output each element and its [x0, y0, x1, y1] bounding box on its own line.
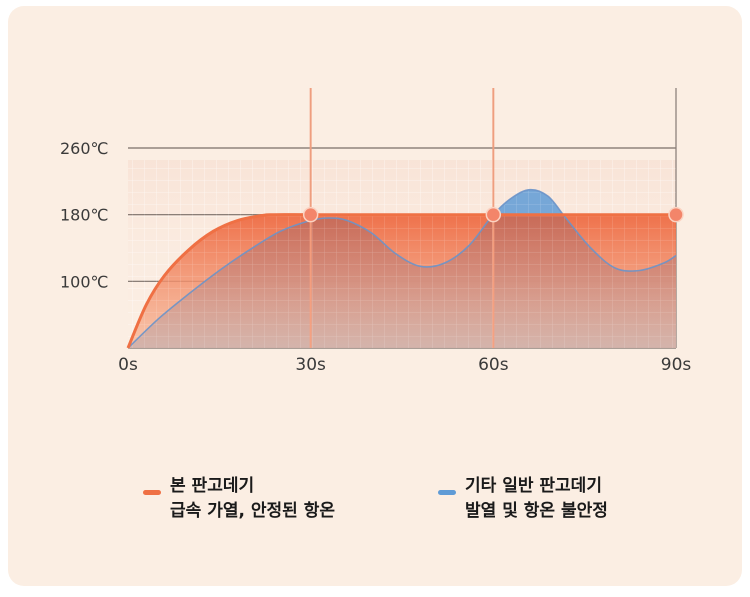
legend-secondary-title: 기타 일반 판고데기	[465, 476, 602, 496]
x-tick-label-60: 60s	[478, 355, 509, 375]
texture-overlay	[128, 160, 676, 348]
legend-primary-desc: 급속 가열, 안정된 항온	[170, 501, 335, 521]
legend-primary-title: 본 판고데기	[170, 476, 255, 496]
series-areas	[128, 160, 676, 348]
line-primary	[126, 213, 676, 349]
marker-90s	[668, 206, 684, 223]
line-secondary	[127, 188, 677, 349]
legend-item-secondary: 기타 일반 판고데기 발열 및 항온 불안정	[438, 474, 608, 524]
legend-secondary-desc: 발열 및 항온 불안정	[465, 501, 608, 521]
x-tick-label-90: 90s	[661, 355, 692, 375]
marker-30s	[302, 206, 319, 223]
y-tick-label-100: 100℃	[60, 272, 109, 291]
x-tick-label-0: 0s	[118, 355, 138, 375]
legend-swatch-secondary	[438, 490, 456, 495]
marker-60s	[485, 206, 502, 223]
legend-text-secondary: 기타 일반 판고데기 발열 및 항온 불안정	[465, 474, 608, 524]
legend-item-primary: 본 판고데기 급속 가열, 안정된 항온	[143, 474, 335, 524]
legend-swatch-primary	[143, 490, 161, 495]
legend-text-primary: 본 판고데기 급속 가열, 안정된 항온	[170, 474, 335, 524]
y-tick-label-260: 260℃	[60, 139, 109, 158]
y-tick-label-180: 180℃	[60, 206, 109, 225]
series-markers	[302, 206, 684, 223]
x-tick-labels: 0s 30s 60s 90s	[118, 355, 691, 375]
y-tick-labels: 100℃ 180℃ 260℃	[60, 139, 109, 291]
x-tick-label-30: 30s	[295, 355, 326, 375]
